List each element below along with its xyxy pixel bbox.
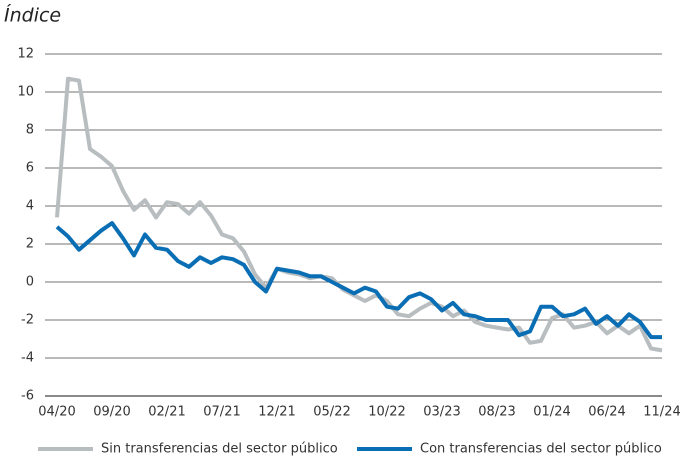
y-tick-label: 4 bbox=[26, 199, 34, 214]
x-tick-label: 02/21 bbox=[148, 405, 185, 420]
x-tick-label: 05/22 bbox=[313, 405, 350, 420]
y-tick-label: -4 bbox=[21, 351, 34, 366]
x-tick-label: 06/24 bbox=[588, 405, 625, 420]
y-tick-label: 10 bbox=[17, 85, 34, 100]
x-tick-label: 10/22 bbox=[368, 405, 405, 420]
y-tick-label: 2 bbox=[26, 237, 34, 252]
y-tick-label: -2 bbox=[21, 313, 34, 328]
x-tick-label: 01/24 bbox=[533, 405, 570, 420]
y-tick-label: 0 bbox=[26, 275, 34, 290]
x-tick-label: 08/23 bbox=[478, 405, 515, 420]
legend-label: Sin transferencias del sector público bbox=[101, 442, 338, 457]
x-tick-label: 11/24 bbox=[643, 405, 680, 420]
x-tick-label: 03/23 bbox=[423, 405, 460, 420]
series-line bbox=[55, 76, 663, 353]
legend-label: Con transferencias del sector público bbox=[420, 442, 662, 457]
x-tick-label: 07/21 bbox=[203, 405, 240, 420]
x-tick-label: 09/20 bbox=[93, 405, 130, 420]
y-tick-label: 8 bbox=[26, 123, 34, 138]
chart-title: Índice bbox=[4, 4, 61, 27]
y-tick-label: 12 bbox=[17, 47, 34, 62]
x-tick-label: 04/20 bbox=[38, 405, 75, 420]
x-tick-label: 12/21 bbox=[258, 405, 295, 420]
y-tick-label: 6 bbox=[26, 161, 34, 176]
series-line bbox=[55, 221, 662, 340]
y-tick-label: -6 bbox=[21, 389, 34, 404]
